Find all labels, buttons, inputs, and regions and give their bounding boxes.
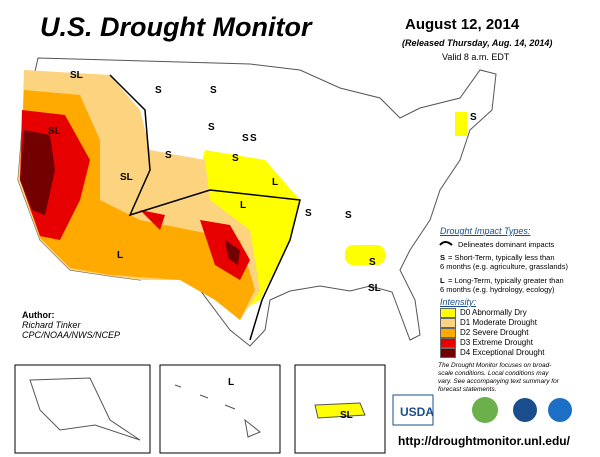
map-label: S — [210, 85, 217, 96]
released: (Released Thursday, Aug. 14, 2014) — [402, 38, 553, 48]
d4-area — [20, 130, 240, 265]
map-label: SL — [48, 126, 61, 137]
logo-ndmc — [472, 397, 498, 423]
map-label: S — [305, 208, 312, 219]
map-label: SL — [70, 70, 83, 81]
long-line: = Long-Term, typically greater than — [448, 276, 564, 285]
logo-usda — [392, 394, 434, 426]
author-org: CPC/NOAA/NWS/NCEP — [22, 330, 121, 340]
note-line: scale conditions. Local conditions may — [438, 370, 549, 377]
intensity-label: D3 Extreme Drought — [460, 338, 533, 347]
long-symbol: L — [440, 276, 445, 285]
intensity-swatch — [440, 338, 456, 348]
inset-hawaii — [159, 364, 281, 454]
intensity-swatch — [440, 308, 456, 318]
intensity-label: D4 Exceptional Drought — [460, 348, 545, 357]
d0-northeast — [455, 112, 467, 136]
map-label: SL — [368, 283, 381, 294]
note-line: The Drought Monitor focuses on broad- — [438, 362, 552, 369]
map-label: S — [155, 85, 162, 96]
map-label: S — [232, 153, 239, 164]
map-label: S — [250, 133, 257, 144]
hawaii — [174, 384, 261, 438]
date: August 12, 2014 — [405, 16, 520, 33]
intensity-swatch — [440, 328, 456, 338]
note-line: forecast statements. — [438, 386, 497, 393]
usda-text: USDA — [400, 405, 435, 419]
intensity-title: Intensity: — [440, 297, 477, 307]
url: http://droughtmonitor.unl.edu/ — [398, 434, 570, 448]
intensity-swatch — [440, 348, 456, 358]
intensity-label: D1 Moderate Drought — [460, 318, 537, 327]
impact-line — [109, 74, 301, 341]
note-line: vary. See accompanying text summary for — [438, 378, 559, 385]
logo-doc — [513, 398, 537, 422]
map-label: SL — [340, 410, 353, 421]
map-label: S — [345, 210, 352, 221]
map-label: L — [272, 177, 279, 188]
intensity-label: D2 Severe Drought — [460, 328, 529, 337]
legend-line-symbol — [439, 241, 453, 246]
d0-southeast — [345, 245, 385, 265]
author-name: Richard Tinker — [22, 320, 81, 330]
impact-title: Drought Impact Types: — [440, 226, 531, 236]
author-label: Author: — [22, 310, 55, 320]
alaska — [29, 377, 141, 441]
map-label: S — [165, 150, 172, 161]
map-label: L — [117, 250, 124, 261]
map-label: S — [369, 257, 376, 268]
short-symbol: S — [440, 253, 446, 262]
map-label: L — [240, 200, 247, 211]
map-label: S — [242, 133, 249, 144]
delineates: Delineates dominant impacts — [458, 240, 555, 249]
short-line: = Short-Term, typically less than — [448, 253, 555, 262]
puerto-rico — [314, 402, 366, 419]
valid: Valid 8 a.m. EDT — [442, 52, 510, 62]
title: U.S. Drought Monitor — [40, 12, 312, 42]
d3-area — [20, 110, 250, 280]
map-label: S — [208, 122, 215, 133]
short-line: 6 months (e.g. agriculture, grasslands) — [440, 262, 568, 271]
intensity-swatch — [440, 318, 456, 328]
logo-noaa — [548, 398, 572, 422]
long-line: 6 months (e.g. hydrology, ecology) — [440, 285, 555, 294]
intensity-label: D0 Abnormally Dry — [460, 308, 527, 317]
map-label: SL — [120, 172, 133, 183]
map-label: S — [470, 112, 477, 123]
map-label: L — [228, 377, 235, 388]
